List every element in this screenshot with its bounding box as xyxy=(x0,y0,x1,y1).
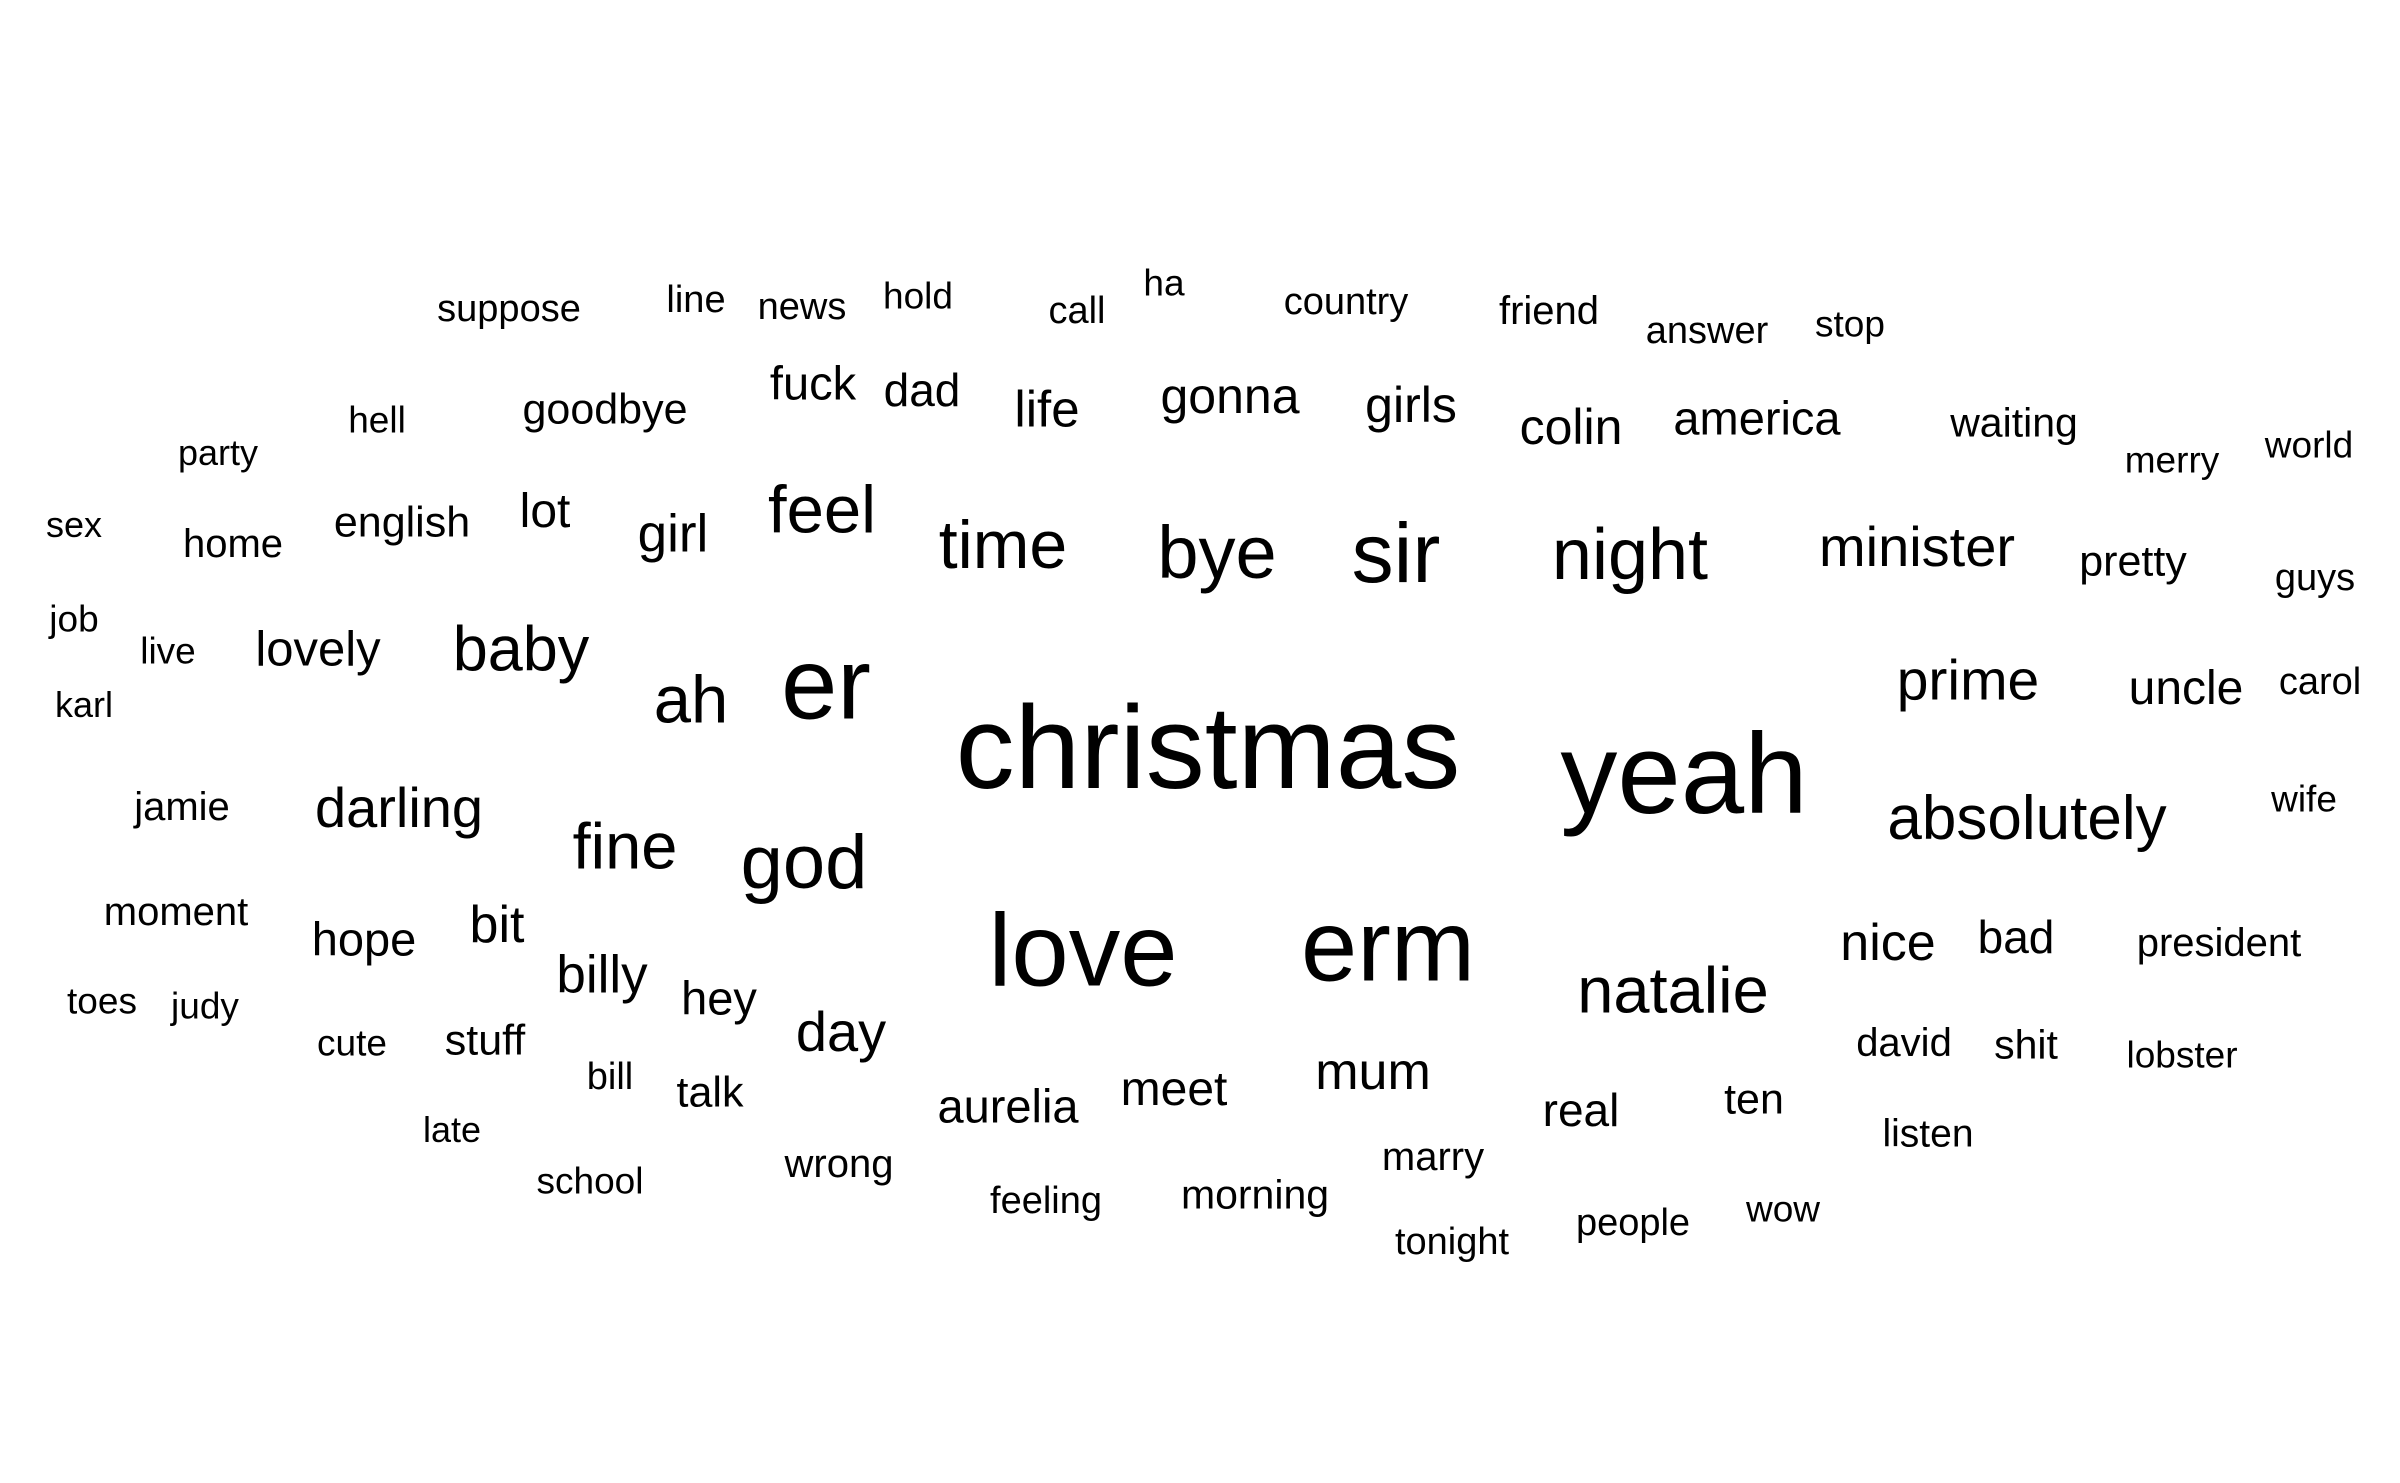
word-job: job xyxy=(49,598,99,640)
word-ha: ha xyxy=(1143,262,1185,304)
word-time: time xyxy=(938,507,1068,583)
word-call: call xyxy=(1048,290,1106,332)
word-wife: wife xyxy=(2271,778,2337,820)
word-suppose: suppose xyxy=(437,288,581,330)
word-tonight: tonight xyxy=(1394,1221,1510,1263)
word-waiting: waiting xyxy=(1950,399,2078,446)
word-sir: sir xyxy=(1351,506,1441,600)
word-hope: hope xyxy=(311,912,417,966)
word-cute: cute xyxy=(317,1022,387,1064)
word-ah: ah xyxy=(653,662,729,738)
word-shit: shit xyxy=(1994,1021,2058,1068)
word-billy: billy xyxy=(556,945,648,1005)
word-mum: mum xyxy=(1315,1043,1431,1101)
word-love: love xyxy=(988,892,1178,1008)
word-ten: ten xyxy=(1724,1075,1784,1124)
word-merry: merry xyxy=(2124,439,2220,481)
word-marry: marry xyxy=(1381,1135,1485,1179)
word-english: english xyxy=(333,498,471,547)
word-goodbye: goodbye xyxy=(522,385,688,434)
word-erm: erm xyxy=(1301,890,1475,1003)
word-bill: bill xyxy=(586,1056,634,1098)
word-bit: bit xyxy=(469,896,525,954)
word-president: president xyxy=(2136,921,2302,965)
word-christmas: christmas xyxy=(955,682,1461,814)
word-talk: talk xyxy=(676,1068,744,1117)
word-bye: bye xyxy=(1157,511,1277,594)
word-baby: baby xyxy=(452,614,590,685)
word-morning: morning xyxy=(1180,1171,1330,1218)
word-listen: listen xyxy=(1882,1112,1974,1156)
word-minister: minister xyxy=(1818,515,2016,578)
word-yeah: yeah xyxy=(1560,711,1808,838)
word-meet: meet xyxy=(1120,1063,1228,1116)
word-lobster: lobster xyxy=(2126,1034,2238,1076)
word-world: world xyxy=(2264,424,2354,466)
word-toes: toes xyxy=(67,980,137,1022)
word-america: america xyxy=(1673,391,1841,445)
word-jamie: jamie xyxy=(134,785,230,829)
word-hold: hold xyxy=(883,275,953,317)
word-absolutely: absolutely xyxy=(1887,784,2167,853)
word-natalie: natalie xyxy=(1577,953,1769,1027)
word-answer: answer xyxy=(1645,310,1769,352)
word-lot: lot xyxy=(519,485,571,538)
word-darling: darling xyxy=(314,776,484,839)
word-news: news xyxy=(757,286,847,328)
word-night: night xyxy=(1551,515,1709,595)
word-people: people xyxy=(1575,1202,1691,1244)
word-dad: dad xyxy=(883,364,961,416)
word-uncle: uncle xyxy=(2128,662,2244,715)
word-judy: judy xyxy=(171,985,239,1027)
word-prime: prime xyxy=(1896,648,2040,713)
word-carol: carol xyxy=(2278,661,2362,703)
word-moment: moment xyxy=(103,890,249,934)
word-karl: karl xyxy=(54,684,114,725)
word-girls: girls xyxy=(1365,377,1457,433)
word-guys: guys xyxy=(2274,557,2356,599)
word-bad: bad xyxy=(1977,911,2055,963)
word-line: line xyxy=(666,279,726,321)
word-life: life xyxy=(1014,380,1080,438)
word-feel: feel xyxy=(767,472,877,548)
word-pretty: pretty xyxy=(2079,537,2187,586)
word-fuck: fuck xyxy=(769,356,857,410)
word-stop: stop xyxy=(1815,303,1885,345)
word-colin: colin xyxy=(1519,399,1623,455)
word-day: day xyxy=(795,1000,887,1063)
word-hey: hey xyxy=(681,971,757,1025)
word-david: david xyxy=(1856,1021,1952,1065)
word-fine: fine xyxy=(572,809,678,883)
word-wow: wow xyxy=(1745,1188,1821,1230)
word-wrong: wrong xyxy=(784,1142,894,1186)
word-country: country xyxy=(1283,281,1409,323)
word-school: school xyxy=(536,1160,644,1202)
word-real: real xyxy=(1542,1084,1620,1136)
word-er: er xyxy=(781,628,871,741)
word-friend: friend xyxy=(1498,289,1600,333)
word-feeling: feeling xyxy=(990,1180,1102,1222)
word-home: home xyxy=(182,522,284,566)
word-aurelia: aurelia xyxy=(937,1079,1079,1133)
word-god: god xyxy=(740,820,868,905)
word-late: late xyxy=(422,1109,482,1150)
word-party: party xyxy=(177,432,259,473)
word-gonna: gonna xyxy=(1160,368,1300,424)
word-hell: hell xyxy=(348,399,406,441)
word-girl: girl xyxy=(637,504,709,564)
word-sex: sex xyxy=(45,504,103,545)
word-stuff: stuff xyxy=(444,1016,526,1065)
word-nice: nice xyxy=(1840,914,1936,972)
word-live: live xyxy=(140,630,196,672)
word-lovely: lovely xyxy=(255,622,381,677)
